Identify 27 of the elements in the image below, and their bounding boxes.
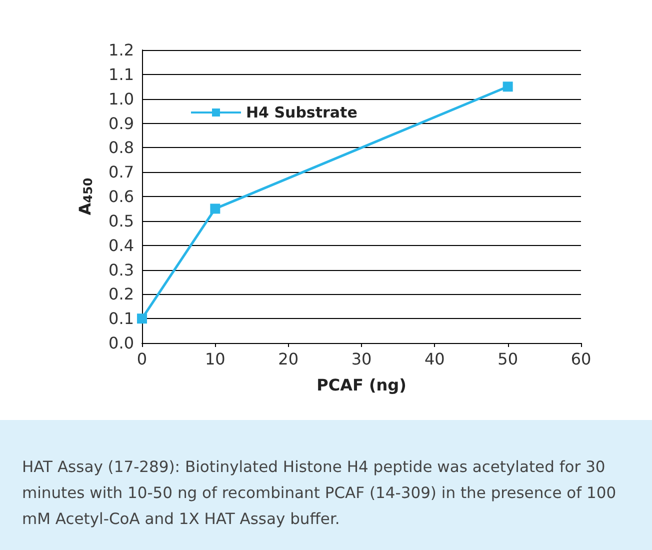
y-tick-label: 0.9 [108,114,134,133]
y-tick-label: 0.7 [108,162,134,182]
point [502,82,513,92]
y-axis-title: A450 [76,178,95,216]
legend-label: H4 Substrate [246,104,358,122]
x-tick-label: 40 [424,350,445,368]
y-tick-label: 0.8 [108,138,134,158]
y-tick-label: 0.0 [108,334,134,352]
x-tick-label: 10 [204,350,226,368]
x-tick-label: 60 [570,350,592,368]
x-tick-label: 0 [136,350,148,368]
y-tick-label: 0.5 [108,211,134,230]
y-tick-label: 1.1 [108,64,134,84]
y-tick-label: 0.3 [108,260,134,280]
x-tick-label: 50 [498,350,518,368]
y-tick-label: 0.2 [108,284,134,304]
y-tick-label: 0.1 [108,309,134,328]
point [210,204,220,214]
y-tick-label: 0.6 [108,187,134,206]
point [137,314,147,324]
y-tick-label: 1.2 [108,40,134,60]
x-tick-label: 20 [278,350,299,368]
y-tick-label: 1.0 [108,89,134,108]
y-tick-label: 0.4 [108,236,134,255]
x-tick-label: 30 [351,350,372,368]
text: HAT Assay (17-289): Biotinylated Histone H4 peptide was acetylated for 30 minutes with 10-50 ng of recombinant PCAF (14-309) in the presence of 100 mM Acetyl-CoA and 1X HAT Assay buffer. [0,420,652,550]
x-axis-title: PCAF (ng) [316,376,406,394]
